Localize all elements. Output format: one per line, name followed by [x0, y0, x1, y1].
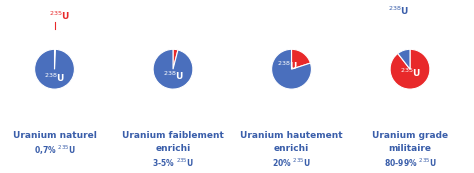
Text: Uranium naturel: Uranium naturel: [13, 131, 96, 140]
Wedge shape: [272, 49, 311, 89]
Wedge shape: [398, 49, 410, 69]
Text: $^{238}$U: $^{238}$U: [388, 5, 409, 17]
Text: enrichi: enrichi: [155, 144, 191, 153]
Text: 3-5% $^{235}$U: 3-5% $^{235}$U: [152, 157, 194, 169]
Wedge shape: [153, 49, 193, 89]
Wedge shape: [173, 49, 178, 69]
Text: $^{235}$U: $^{235}$U: [400, 67, 420, 79]
Text: enrichi: enrichi: [274, 144, 309, 153]
Text: 0,7% $^{235}$U: 0,7% $^{235}$U: [34, 144, 75, 157]
Text: 80-99% $^{235}$U: 80-99% $^{235}$U: [383, 157, 437, 169]
Text: Uranium faiblement: Uranium faiblement: [122, 131, 224, 140]
Text: $^{238}$U: $^{238}$U: [277, 60, 298, 72]
Text: $^{238}$U: $^{238}$U: [44, 72, 65, 84]
Wedge shape: [390, 49, 430, 89]
Text: $^{235}$U: $^{235}$U: [49, 9, 70, 22]
Text: Uranium hautement: Uranium hautement: [240, 131, 343, 140]
Wedge shape: [292, 49, 310, 69]
Text: 20% $^{235}$U: 20% $^{235}$U: [272, 157, 311, 169]
Text: Uranium grade: Uranium grade: [372, 131, 448, 140]
Text: militaire: militaire: [389, 144, 431, 153]
Wedge shape: [35, 49, 74, 89]
Text: $^{238}$U: $^{238}$U: [163, 70, 183, 82]
